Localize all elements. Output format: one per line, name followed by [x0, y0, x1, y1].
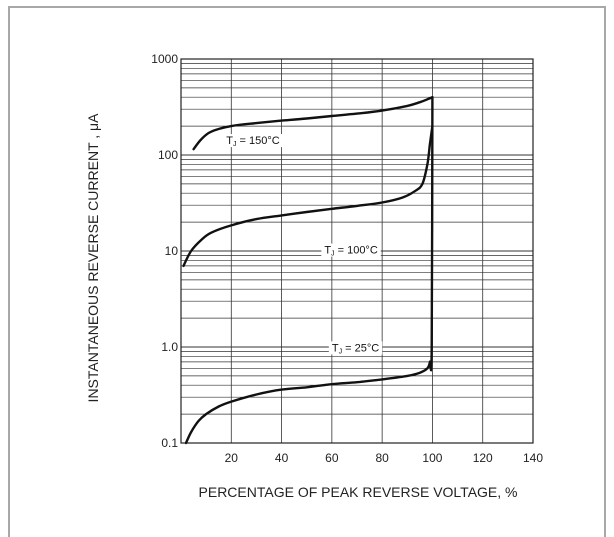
x-tick-label: 40 — [275, 451, 289, 465]
series-line-1 — [182, 124, 434, 268]
series-lines — [182, 96, 434, 445]
annotation-background — [328, 341, 383, 355]
x-tick-label: 120 — [473, 451, 493, 465]
y-axis-title: INSTANTANEOUS REVERSE CURRENT , μA — [85, 113, 101, 403]
y-tick-label: 1.0 — [161, 340, 178, 354]
annotation-0: TJ = 150°C — [226, 135, 280, 148]
series-line-2 — [184, 96, 434, 445]
y-tick-labels: 0.1 1.0 10 100 1000 — [151, 52, 178, 450]
annotation-1: TJ = 100°C — [324, 245, 378, 258]
x-tick-labels: 20 40 60 80 100 120 140 — [225, 451, 544, 465]
chart-frame — [8, 6, 606, 537]
x-tick-label: 60 — [325, 451, 339, 465]
annotation-background — [321, 243, 381, 257]
x-tick-label: 100 — [422, 451, 442, 465]
plot-area — [180, 58, 534, 444]
x-tick-label: 140 — [523, 451, 543, 465]
x-axis-title: PERCENTAGE OF PEAK REVERSE VOLTAGE, % — [199, 484, 518, 500]
y-tick-label: 1000 — [151, 52, 178, 66]
annotation-2: TJ = 25°C — [332, 342, 379, 355]
y-tick-label: 100 — [158, 148, 178, 162]
y-tick-label: 0.1 — [161, 436, 178, 450]
annotation-background — [223, 134, 283, 148]
series-annotations: TJ = 150°C TJ = 100°C TJ = 25°C — [223, 134, 383, 355]
grid-lines — [181, 59, 533, 443]
y-tick-label: 10 — [165, 244, 179, 258]
x-tick-label: 20 — [225, 451, 239, 465]
series-line-0 — [192, 96, 434, 151]
x-tick-label: 80 — [375, 451, 389, 465]
